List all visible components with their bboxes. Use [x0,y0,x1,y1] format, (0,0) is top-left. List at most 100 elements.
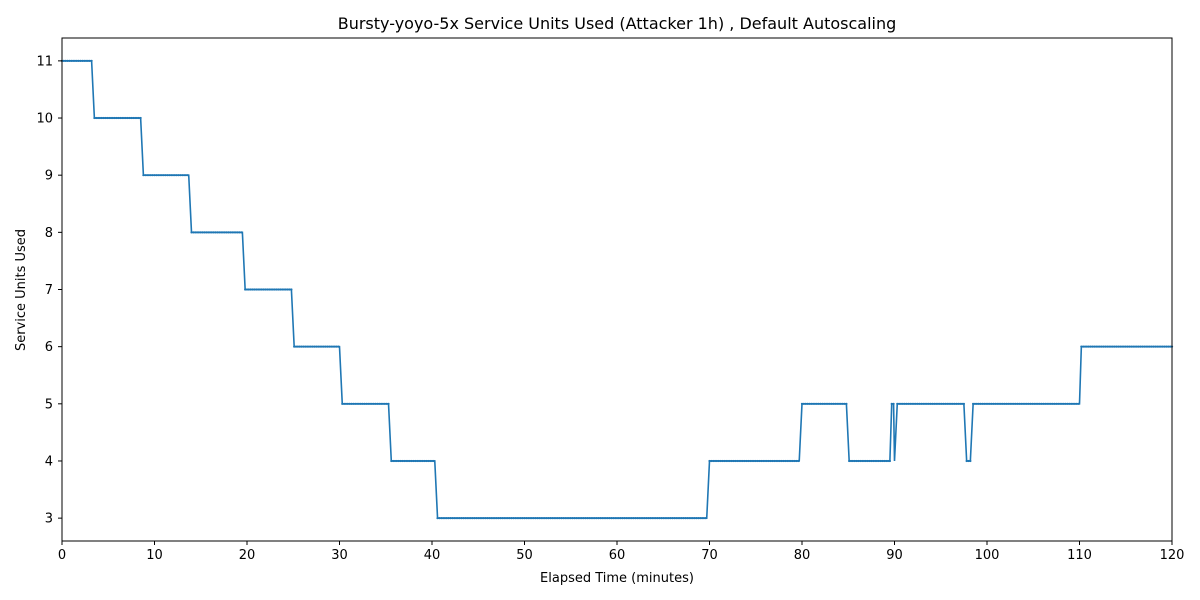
data-point [401,459,404,463]
data-point [665,517,669,520]
data-point [504,517,508,520]
data-point [385,402,388,405]
data-point [791,459,794,463]
data-point [601,517,604,520]
data-point [218,231,221,234]
data-point [754,459,757,463]
data-point [158,174,162,177]
data-point [144,174,147,177]
data-point [467,517,471,520]
data-point [756,459,759,463]
data-point [736,459,739,463]
data-point [896,402,899,405]
data-point [201,231,204,234]
data-point [95,116,98,120]
data-point [510,517,513,520]
data-point [119,116,122,120]
data-point [273,288,276,291]
data-point [333,345,336,348]
data-point [823,402,826,405]
data-point [79,59,82,62]
data-point [597,517,600,520]
data-point [962,402,965,405]
data-point [914,402,917,405]
data-point [843,402,846,405]
data-point [378,402,381,405]
data-point [691,517,694,520]
data-point [588,517,591,520]
data-point [460,517,463,520]
data-point [137,116,140,120]
data-point [909,402,912,405]
data-point [625,517,628,520]
data-point [183,174,186,177]
data-point [813,402,817,405]
data-point [689,517,693,520]
data-point [348,402,351,405]
data-point [849,459,853,463]
data-point [883,459,886,463]
data-point [175,174,178,177]
data-point [454,517,458,520]
data-point [519,517,522,520]
data-point [1044,402,1047,405]
data-point [848,459,851,463]
data-point [495,517,498,520]
data-point [503,517,506,520]
data-point [1001,402,1004,405]
data-point [912,402,916,405]
data-point [346,402,349,405]
data-point [1077,402,1080,405]
data-point [77,59,80,62]
data-point [879,459,882,463]
data-point [1146,345,1150,348]
data-point [497,517,500,520]
data-point [787,459,791,463]
data-point [916,402,919,405]
data-point [1007,402,1010,405]
data-point [83,59,86,62]
data-point [632,517,635,520]
data-point [214,231,217,234]
data-point [628,517,632,520]
data-point [763,459,767,463]
data-point [514,517,517,520]
data-point [512,517,515,520]
data-point [523,517,526,520]
data-point [614,517,617,520]
data-point [593,517,596,520]
data-point [521,517,524,520]
data-point [662,517,665,520]
data-point [658,517,661,520]
data-point [643,517,646,520]
data-point [565,517,569,520]
data-point [445,517,448,520]
data-point [406,459,410,463]
data-point [839,402,842,405]
data-point [62,59,65,62]
data-point [599,517,602,520]
data-point [357,402,361,405]
data-point [1098,345,1101,348]
data-point [983,402,986,405]
data-point [832,402,835,405]
data-point [1169,345,1172,348]
data-point [380,402,383,405]
data-point [186,174,189,177]
data-point [767,459,770,463]
data-point [376,402,379,405]
data-point [160,174,163,177]
data-point [262,288,265,291]
data-point [532,517,535,520]
data-point [192,231,195,234]
data-point [1157,345,1161,348]
data-point [199,231,202,234]
data-point [540,517,543,520]
data-point [994,402,997,405]
data-point [236,231,239,234]
y-tick-label: 6 [45,340,53,355]
data-point [221,231,225,234]
data-point [541,517,545,520]
data-point [326,345,329,348]
data-point [179,174,182,177]
